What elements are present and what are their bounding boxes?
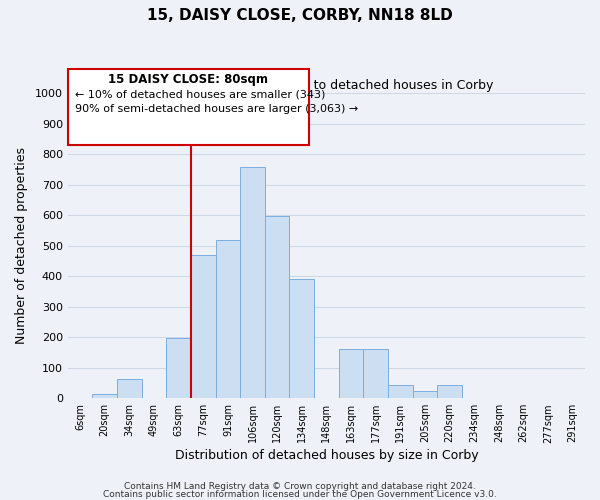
Bar xyxy=(191,255,215,398)
Title: Size of property relative to detached houses in Corby: Size of property relative to detached ho… xyxy=(159,79,494,92)
Bar xyxy=(437,385,462,398)
Text: 90% of semi-detached houses are larger (3,063) →: 90% of semi-detached houses are larger (… xyxy=(75,104,358,114)
Y-axis label: Number of detached properties: Number of detached properties xyxy=(15,147,28,344)
Bar xyxy=(92,394,117,398)
Bar xyxy=(117,380,142,398)
Text: Contains public sector information licensed under the Open Government Licence v3: Contains public sector information licen… xyxy=(103,490,497,499)
Text: ← 10% of detached houses are smaller (343): ← 10% of detached houses are smaller (34… xyxy=(75,90,326,100)
Bar xyxy=(413,390,437,398)
Bar xyxy=(265,216,289,398)
Bar xyxy=(339,350,364,398)
Text: 15 DAISY CLOSE: 80sqm: 15 DAISY CLOSE: 80sqm xyxy=(109,73,268,86)
Text: 15, DAISY CLOSE, CORBY, NN18 8LD: 15, DAISY CLOSE, CORBY, NN18 8LD xyxy=(147,8,453,22)
Bar xyxy=(364,350,388,398)
Bar xyxy=(166,338,191,398)
Text: Contains HM Land Registry data © Crown copyright and database right 2024.: Contains HM Land Registry data © Crown c… xyxy=(124,482,476,491)
Bar xyxy=(68,69,309,145)
Bar xyxy=(289,280,314,398)
X-axis label: Distribution of detached houses by size in Corby: Distribution of detached houses by size … xyxy=(175,450,478,462)
Bar xyxy=(388,386,413,398)
Bar xyxy=(215,240,240,398)
Bar xyxy=(240,168,265,398)
